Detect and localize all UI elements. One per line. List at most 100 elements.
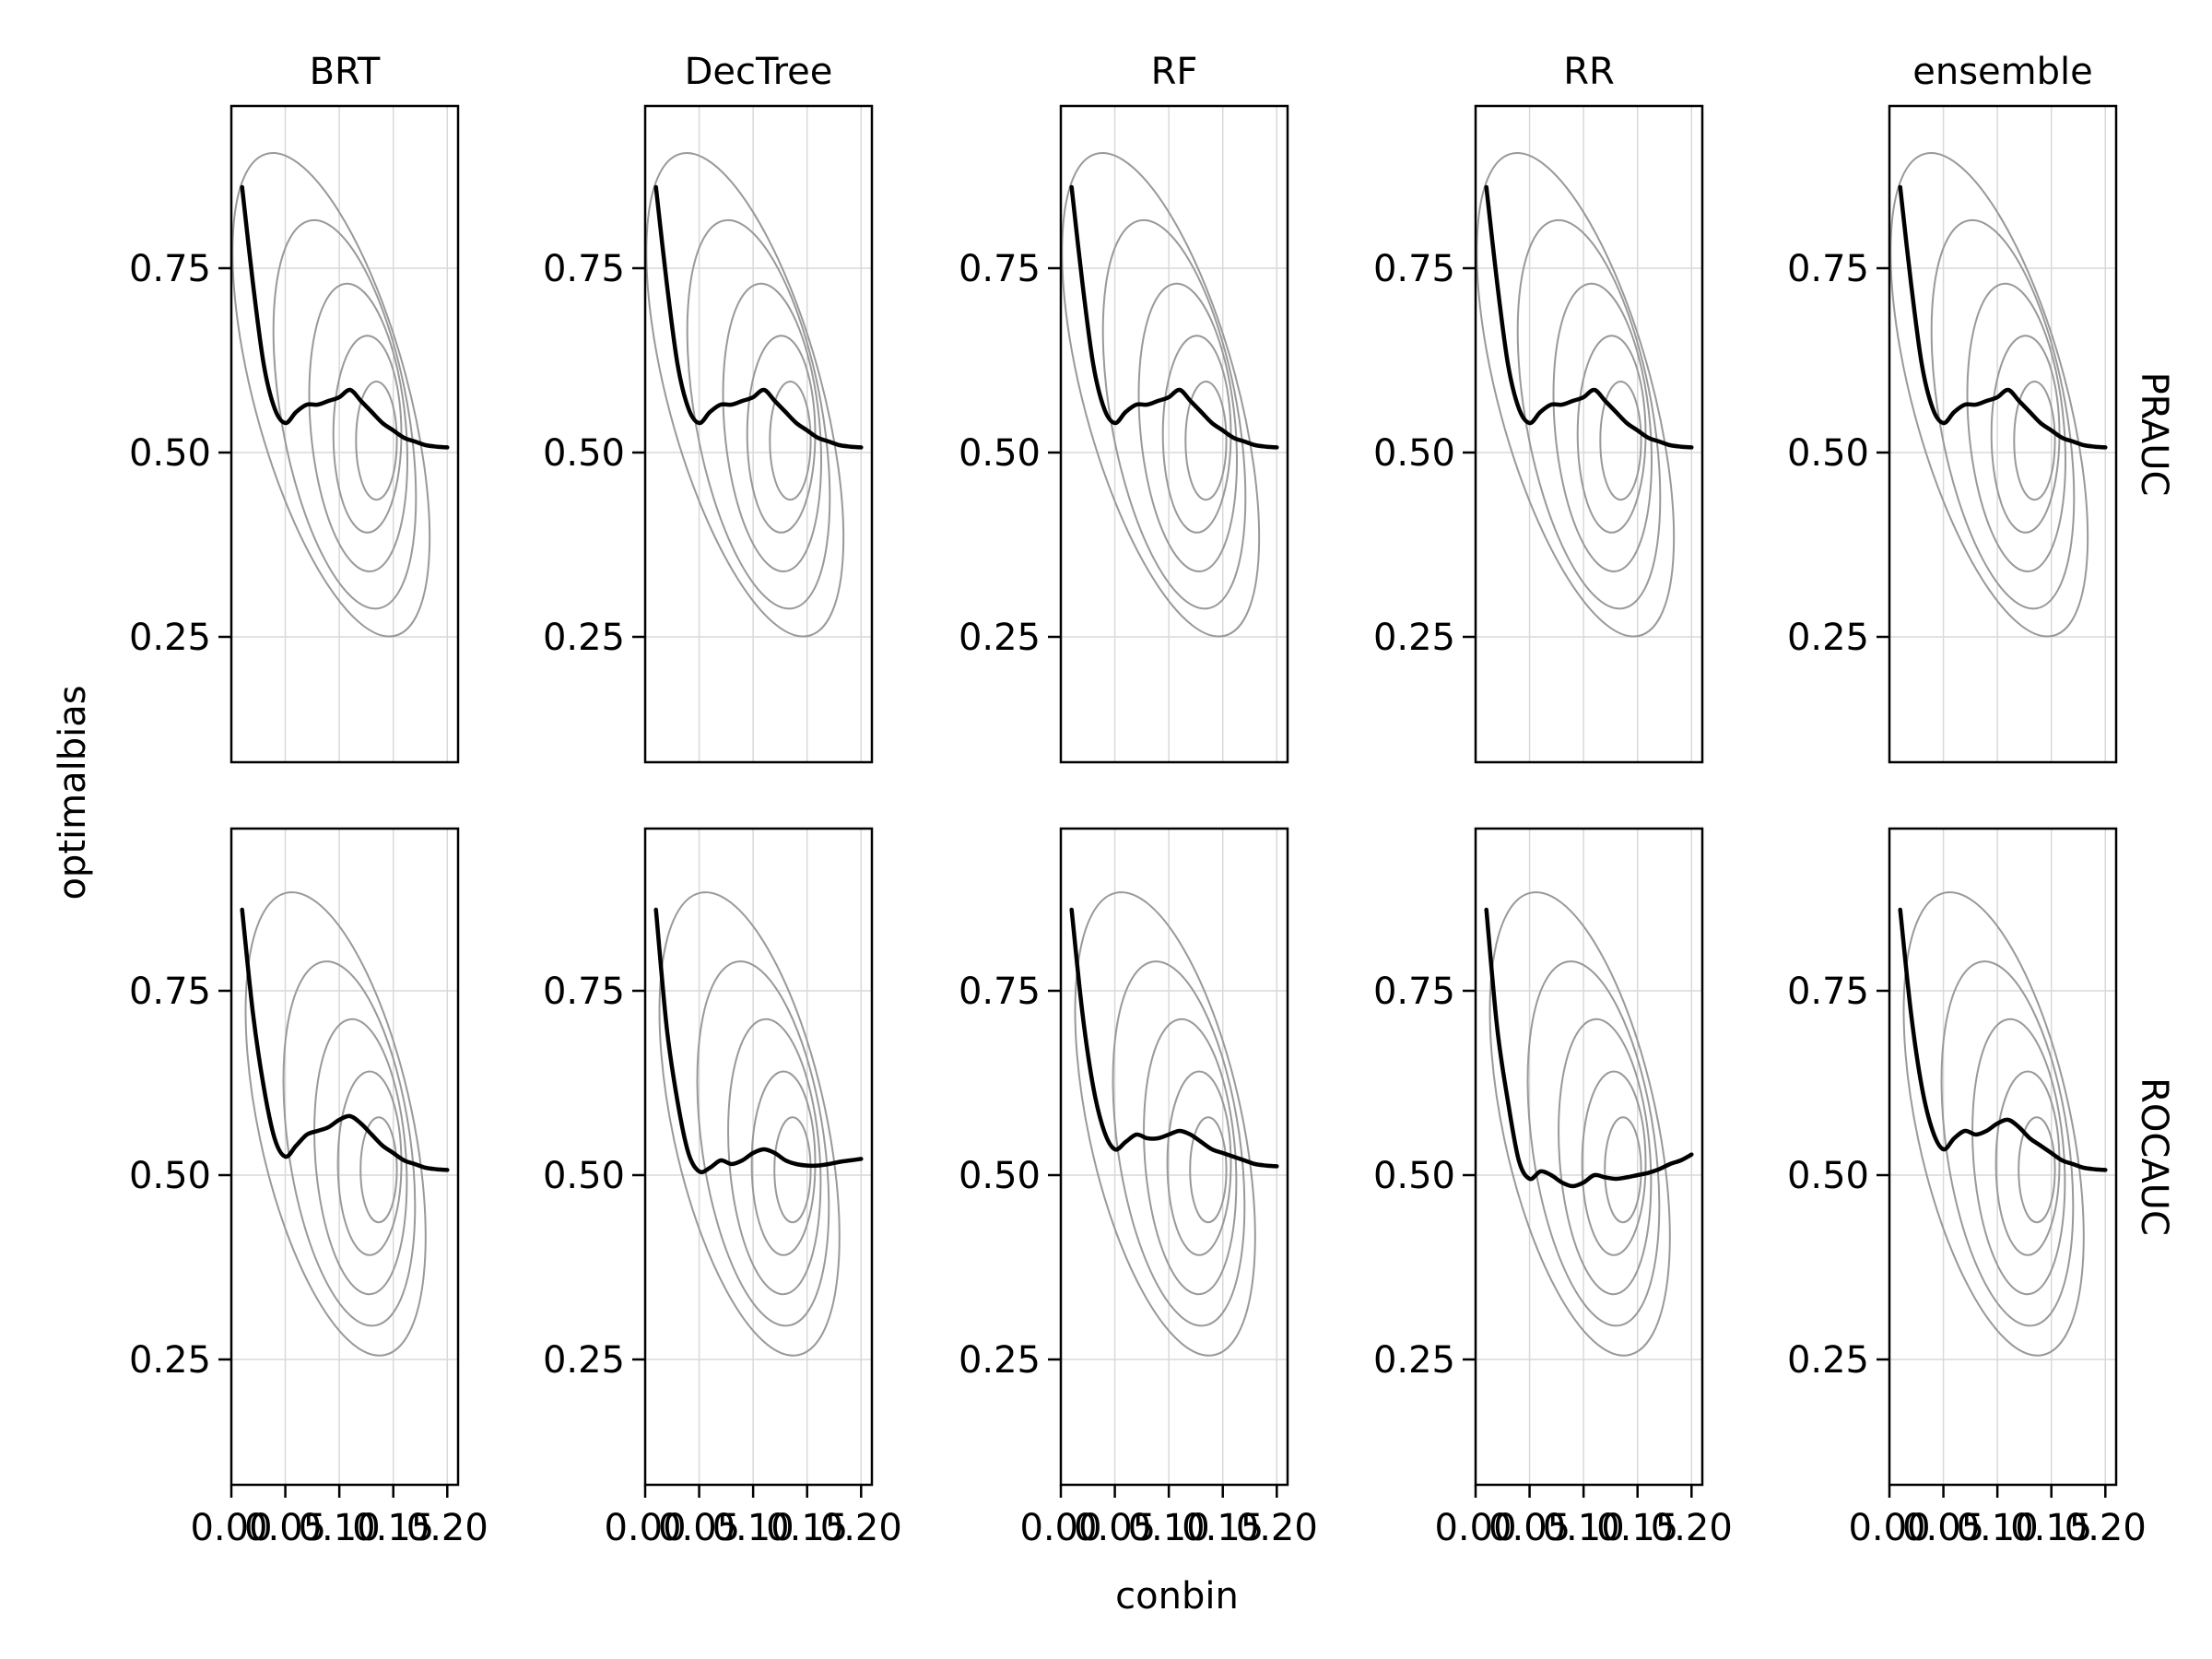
panel-frame xyxy=(1888,104,2118,764)
x-tick-label: 0.15 xyxy=(766,1507,848,1549)
x-tick-label: 0.00 xyxy=(1434,1507,1516,1549)
panel-prauc-ensemble: 0.25 0.50 0.75 ensemble PRAUC xyxy=(1787,51,2175,764)
panel-frame xyxy=(643,104,874,764)
density-contour xyxy=(1994,1070,2061,1256)
density-contour xyxy=(1074,891,1256,1357)
x-tick-label: 0.15 xyxy=(1596,1507,1678,1549)
x-tick-label: 0.05 xyxy=(244,1507,326,1549)
y-tick-label: 0.75 xyxy=(1373,248,1455,290)
density-contour xyxy=(1581,1070,1647,1256)
y-tick-label: 0.50 xyxy=(959,432,1041,475)
density-contour xyxy=(1516,218,1662,610)
y-tick-label: 0.50 xyxy=(1787,432,1869,475)
density-contour xyxy=(1966,282,2067,572)
x-tick-label: 0.05 xyxy=(1902,1507,1984,1549)
density-contour xyxy=(1599,381,1642,501)
y-tick-label: 0.25 xyxy=(1787,1339,1869,1382)
density-contour xyxy=(272,218,418,610)
trend-line xyxy=(1069,907,1279,1169)
panel-frame xyxy=(1059,104,1289,764)
y-tick-label: 0.75 xyxy=(959,248,1041,290)
trend-line xyxy=(240,184,450,450)
x-tick-label: 0.05 xyxy=(1074,1507,1156,1549)
y-tick-label: 0.50 xyxy=(1373,1155,1455,1197)
x-tick-label: 0.20 xyxy=(820,1507,902,1549)
density-contour xyxy=(1930,218,2076,610)
density-contour xyxy=(1889,152,2089,638)
x-tick-label: 0.20 xyxy=(1651,1507,1733,1549)
panel-frame xyxy=(229,104,460,764)
y-tick-label: 0.25 xyxy=(959,1339,1041,1382)
density-contour xyxy=(1143,1018,1238,1296)
y-tick-label: 0.75 xyxy=(543,971,625,1013)
density-contours xyxy=(1061,152,1261,638)
density-contour xyxy=(750,1070,817,1256)
trend-line xyxy=(653,907,864,1175)
density-contour xyxy=(1940,960,2075,1327)
column-title: DecTree xyxy=(685,51,833,93)
density-contour xyxy=(1576,335,1647,534)
y-tick-label: 0.75 xyxy=(129,248,211,290)
panel-rocauc-rr: 0.25 0.50 0.75 0.000.050.100.150.20 xyxy=(1373,827,1733,1549)
panel-frame xyxy=(1888,827,2118,1487)
density-contour xyxy=(359,1116,398,1224)
y-tick-label: 0.50 xyxy=(959,1155,1041,1197)
density-contour xyxy=(355,381,398,501)
panel-rocauc-dectree: 0.25 0.50 0.75 0.000.050.100.150.20 xyxy=(543,827,902,1549)
column-title: ensemble xyxy=(1912,51,2093,93)
x-tick-label: 0.00 xyxy=(1019,1507,1101,1549)
x-tick-label: 0.00 xyxy=(604,1507,686,1549)
y-tick-label: 0.75 xyxy=(1787,971,1869,1013)
density-contour xyxy=(1902,891,2085,1357)
y-tick-label: 0.25 xyxy=(543,1339,625,1382)
density-contour xyxy=(1526,960,1661,1327)
y-tick-label: 0.25 xyxy=(1373,617,1455,659)
x-tick-label: 0.10 xyxy=(1543,1507,1625,1549)
density-contours xyxy=(1488,891,1671,1357)
column-title: BRT xyxy=(310,51,381,93)
y-tick-label: 0.50 xyxy=(543,1155,625,1197)
density-contour xyxy=(658,891,841,1357)
y-axis-title: optimalbias xyxy=(52,685,94,900)
panel-frame xyxy=(1474,104,1704,764)
density-contour xyxy=(1604,1116,1642,1224)
density-contour xyxy=(2013,381,2056,501)
density-contour xyxy=(746,335,817,534)
density-contour xyxy=(231,152,431,638)
density-contour xyxy=(1189,1116,1228,1224)
panel-frame xyxy=(1474,827,1704,1487)
y-tick-label: 0.25 xyxy=(129,617,211,659)
density-contours xyxy=(645,152,845,638)
panel-rocauc-ensemble: 0.25 0.50 0.75 ROCAUC 0.000.050.100.150.20 xyxy=(1787,827,2175,1549)
x-tick-label: 0.10 xyxy=(299,1507,381,1549)
x-tick-label: 0.10 xyxy=(712,1507,794,1549)
density-contour xyxy=(1061,152,1261,638)
density-contour xyxy=(1184,381,1228,501)
density-contour xyxy=(727,1018,822,1296)
y-tick-label: 0.75 xyxy=(543,248,625,290)
y-tick-label: 0.50 xyxy=(543,432,625,475)
density-contours xyxy=(231,152,431,638)
y-tick-label: 0.75 xyxy=(1787,248,1869,290)
density-contour xyxy=(282,960,417,1327)
density-contours xyxy=(658,891,841,1357)
x-axis-title: conbin xyxy=(1115,1575,1239,1618)
density-contours xyxy=(1074,891,1256,1357)
density-contour xyxy=(313,1018,408,1296)
y-tick-label: 0.50 xyxy=(1787,1155,1869,1197)
density-contours xyxy=(1902,891,2085,1357)
x-tick-label: 0.05 xyxy=(1488,1507,1571,1549)
x-tick-label: 0.00 xyxy=(1848,1507,1930,1549)
density-contour xyxy=(1488,891,1671,1357)
y-tick-label: 0.50 xyxy=(129,1155,211,1197)
panel-prauc-rf: 0.25 0.50 0.75 RF xyxy=(959,51,1289,764)
trend-line xyxy=(1898,907,2108,1172)
density-contour xyxy=(1552,282,1653,572)
y-tick-label: 0.75 xyxy=(129,971,211,1013)
y-tick-label: 0.25 xyxy=(1787,617,1869,659)
column-title: RR xyxy=(1563,51,1615,93)
density-contour xyxy=(1166,1070,1232,1256)
y-tick-label: 0.50 xyxy=(129,432,211,475)
panel-frame xyxy=(643,827,874,1487)
